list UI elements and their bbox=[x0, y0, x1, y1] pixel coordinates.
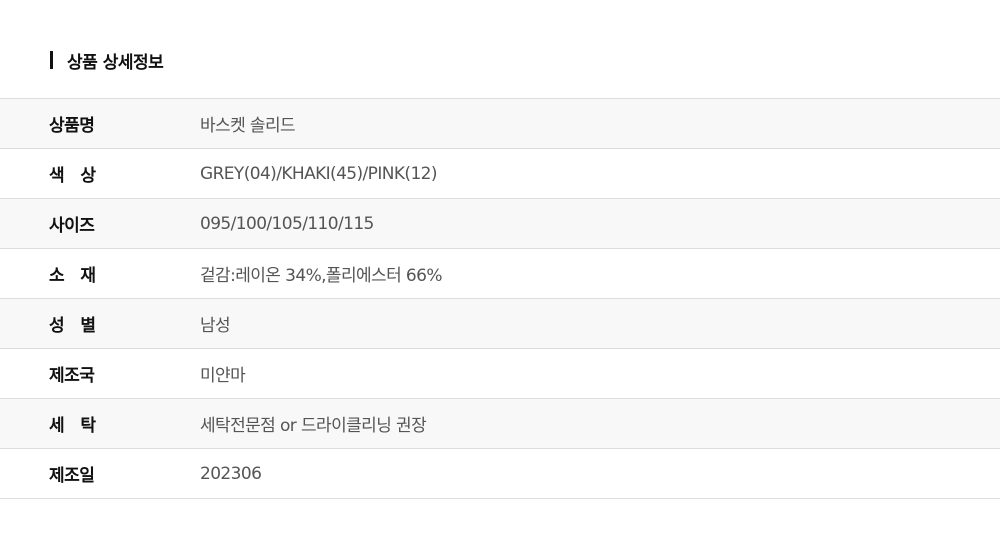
row-value: 겉감:레이온 34%,폴리에스터 66% bbox=[200, 266, 443, 286]
row-label: 세 탁 bbox=[49, 416, 96, 436]
row-value: 남성 bbox=[200, 316, 231, 336]
table-row: 색 상 GREY(04)/KHAKI(45)/PINK(12) bbox=[0, 149, 1000, 199]
product-info-table: 상품명 바스켓 솔리드 색 상 GREY(04)/KHAKI(45)/PINK(12… bbox=[0, 98, 1000, 499]
row-label: 성 별 bbox=[49, 316, 96, 336]
row-value: 세탁전문점 or 드라이클리닝 권장 bbox=[200, 416, 427, 436]
table-row: 제조일 202306 bbox=[0, 449, 1000, 499]
table-row: 세 탁 세탁전문점 or 드라이클리닝 권장 bbox=[0, 399, 1000, 449]
section-title: 상품 상세정보 bbox=[50, 49, 164, 73]
row-label: 사이즈 bbox=[49, 216, 95, 236]
row-label: 제조일 bbox=[49, 466, 95, 486]
table-row: 사이즈 095/100/105/110/115 bbox=[0, 199, 1000, 249]
section-title-text: 상품 상세정보 bbox=[67, 52, 164, 73]
row-label: 색 상 bbox=[49, 166, 96, 186]
table-row: 성 별 남성 bbox=[0, 299, 1000, 349]
row-value: 095/100/105/110/115 bbox=[200, 213, 374, 234]
title-bar-marker bbox=[50, 51, 53, 69]
row-value: 미얀마 bbox=[200, 366, 246, 386]
table-row: 소 재 겉감:레이온 34%,폴리에스터 66% bbox=[0, 249, 1000, 299]
row-label: 상품명 bbox=[49, 116, 95, 136]
row-label: 제조국 bbox=[49, 366, 95, 386]
row-value: 바스켓 솔리드 bbox=[200, 116, 296, 136]
row-label: 소 재 bbox=[49, 266, 96, 286]
table-row: 상품명 바스켓 솔리드 bbox=[0, 99, 1000, 149]
row-value: GREY(04)/KHAKI(45)/PINK(12) bbox=[200, 163, 438, 184]
table-row: 제조국 미얀마 bbox=[0, 349, 1000, 399]
row-value: 202306 bbox=[200, 463, 262, 484]
